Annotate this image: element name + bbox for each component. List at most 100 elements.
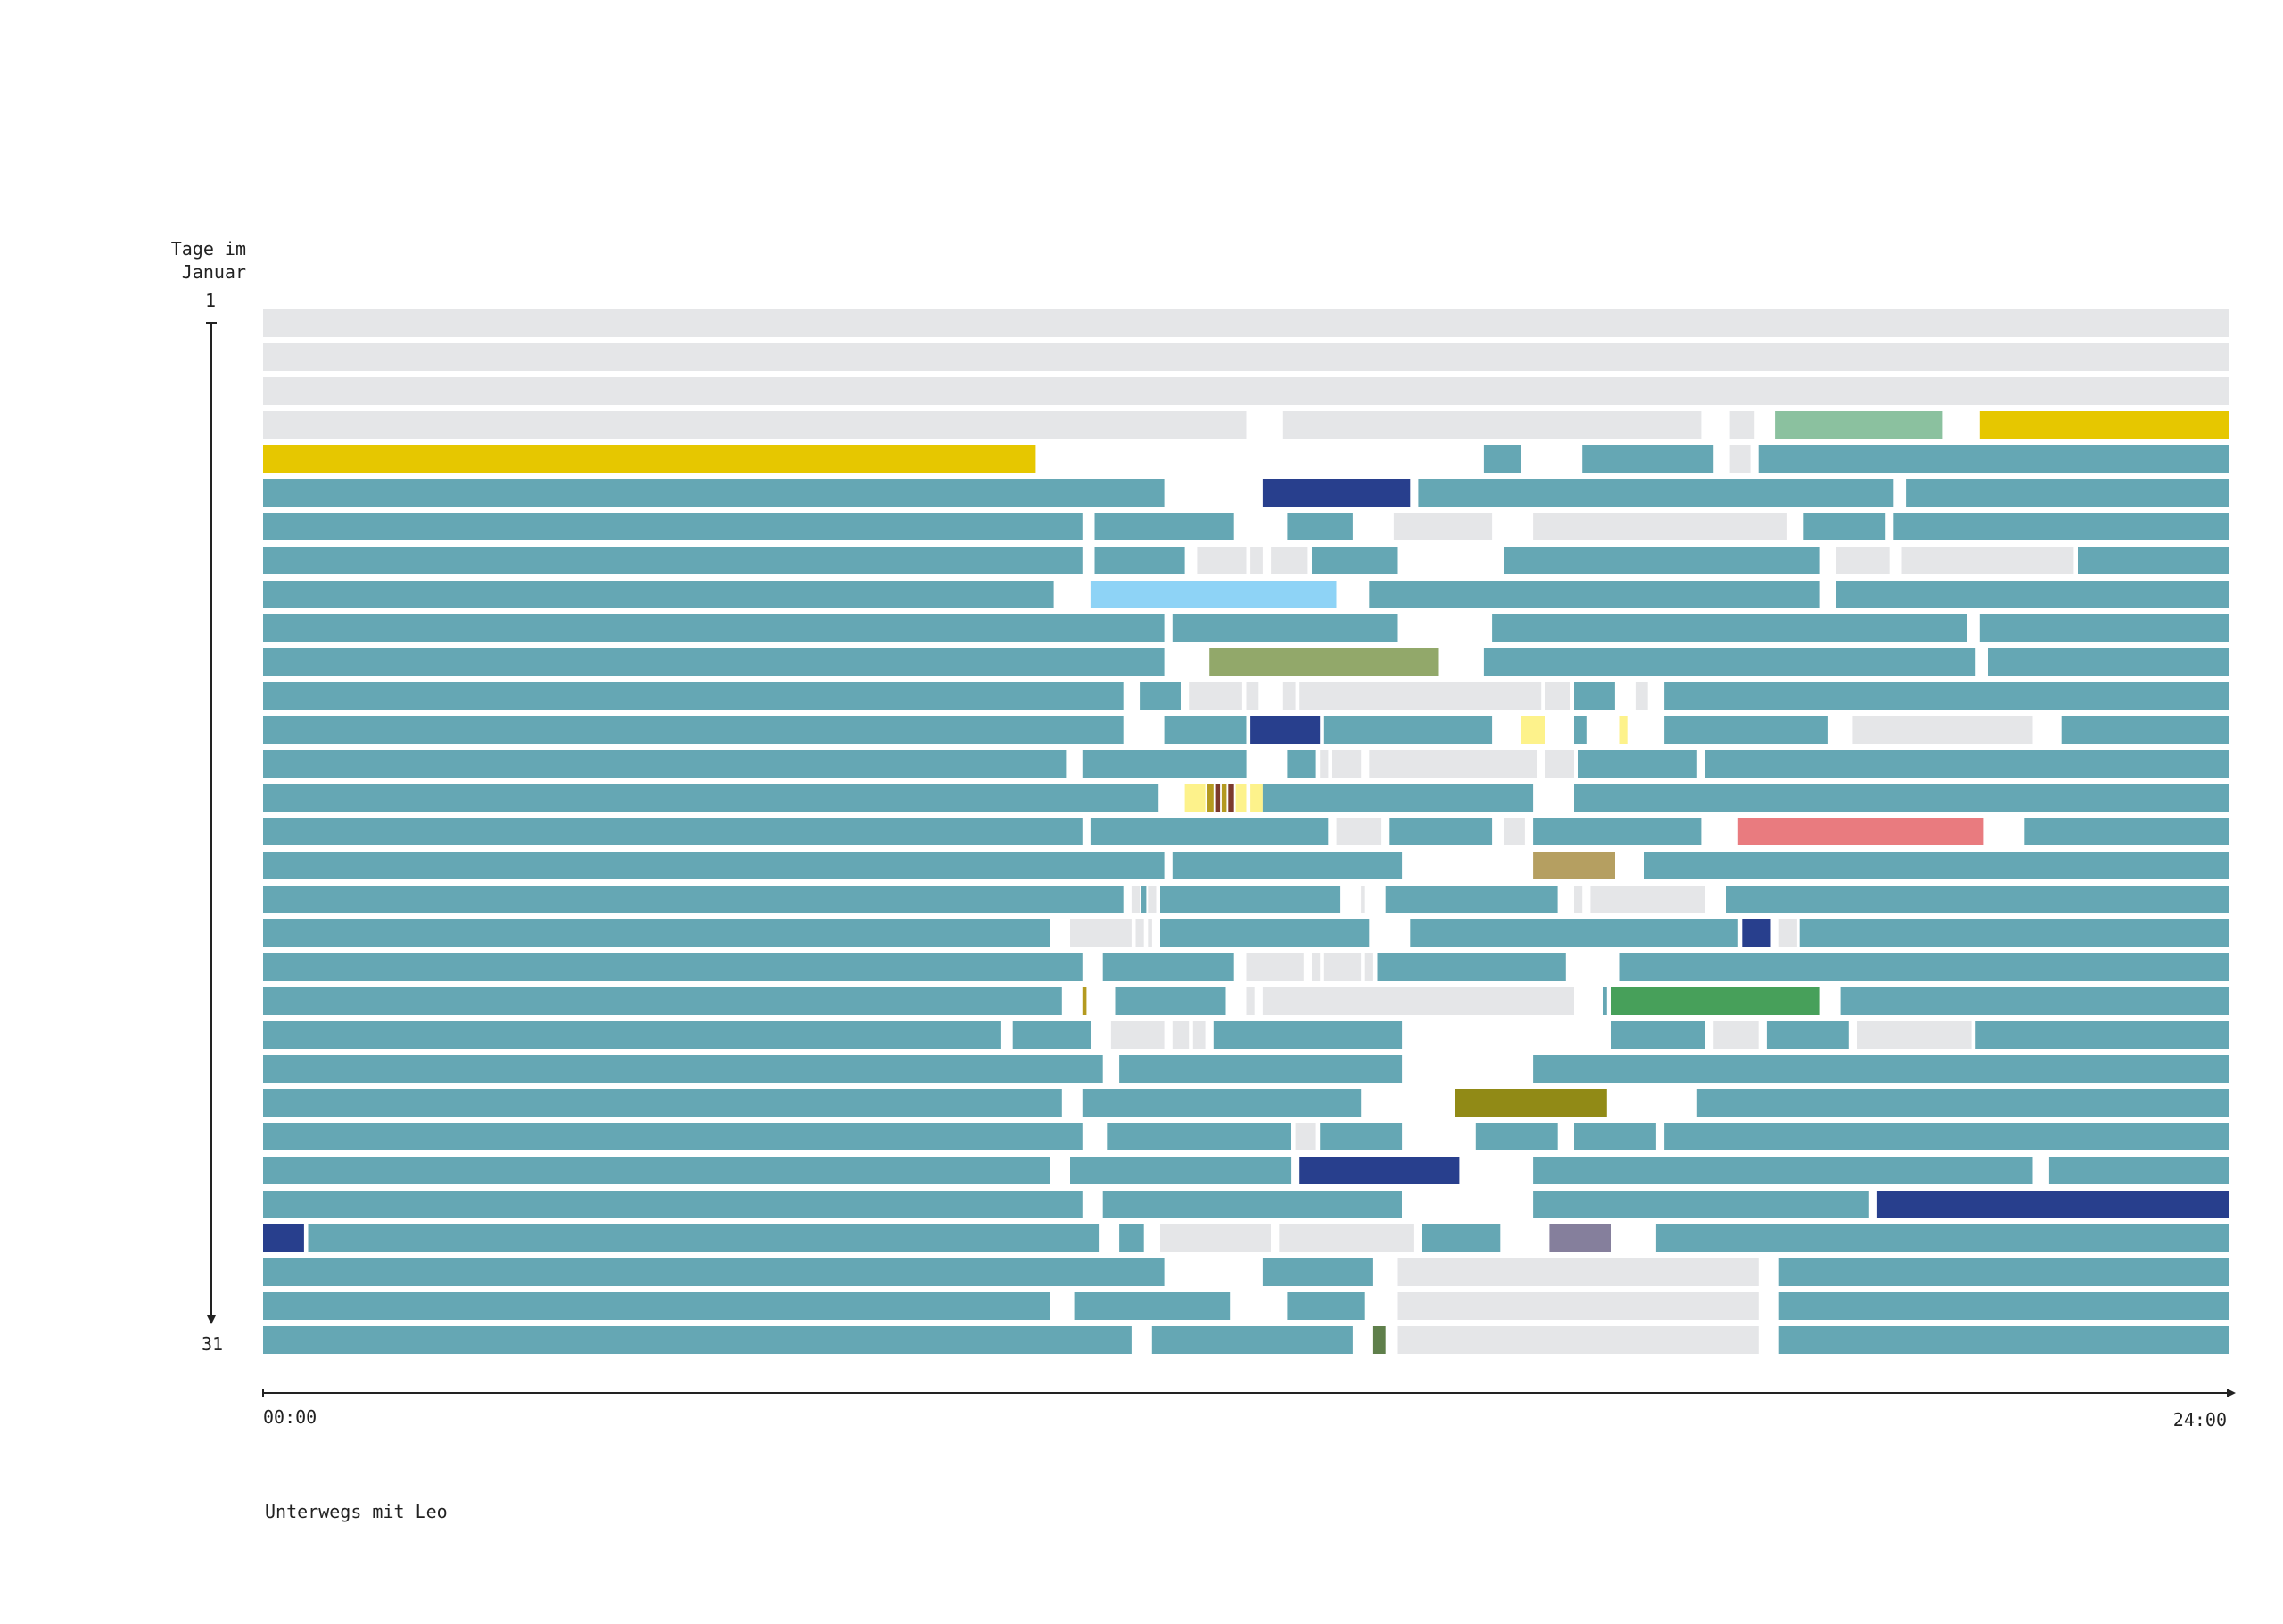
- y-axis-title-line1: Tage im: [171, 238, 246, 260]
- segment-empty: [1393, 513, 1493, 540]
- segment-travel: [1385, 886, 1558, 913]
- segment-empty: [1271, 547, 1308, 574]
- segment-travel: [263, 547, 1083, 574]
- segment-travel: [263, 953, 1083, 981]
- segment-travel: [263, 750, 1067, 778]
- day-row-21: [263, 987, 2229, 1015]
- segment-empty: [1729, 445, 1751, 473]
- day-row-17: [263, 852, 2229, 879]
- segment-travel: [1164, 716, 1247, 744]
- day-row-6: [263, 479, 2229, 507]
- segment-brown: [1228, 784, 1234, 812]
- segment-pale_yellow: [1521, 716, 1545, 744]
- segment-olive_green: [1209, 648, 1439, 676]
- segment-travel: [1574, 716, 1587, 744]
- segment-travel: [263, 1157, 1050, 1184]
- segment-empty: [1279, 1224, 1414, 1252]
- segment-travel: [1492, 614, 1967, 642]
- segment-empty: [1246, 682, 1259, 710]
- segment-travel: [1655, 1224, 2229, 1252]
- segment-travel: [263, 614, 1165, 642]
- segment-pale_yellow: [1619, 716, 1628, 744]
- segment-travel: [1619, 953, 2229, 981]
- segment-travel: [1705, 750, 2229, 778]
- day-row-14: [263, 750, 2229, 778]
- day-row-8: [263, 547, 2229, 574]
- segment-travel: [1578, 750, 1697, 778]
- segment-empty: [1172, 1021, 1190, 1049]
- segment-travel: [1726, 886, 2229, 913]
- segment-empty: [1160, 1224, 1271, 1252]
- day-row-18: [263, 886, 2229, 913]
- day-row-29: [263, 1258, 2229, 1286]
- segment-travel: [263, 682, 1124, 710]
- segment-empty: [1110, 1021, 1165, 1049]
- day-row-3: [263, 377, 2229, 405]
- chart-caption: Unterwegs mit Leo: [265, 1501, 448, 1522]
- day-row-30: [263, 1292, 2229, 1320]
- segment-travel: [263, 886, 1124, 913]
- day-row-22: [263, 1021, 2229, 1049]
- segment-travel: [1840, 987, 2229, 1015]
- segment-travel: [1975, 1021, 2229, 1049]
- day-row-1: [263, 309, 2229, 337]
- segment-empty: [1504, 818, 1525, 845]
- segment-empty: [1135, 919, 1144, 947]
- segment-travel: [1988, 648, 2229, 676]
- segment-empty: [1852, 716, 2033, 744]
- segment-ochre: [1221, 784, 1227, 812]
- segment-travel: [263, 1292, 1050, 1320]
- day-row-24: [263, 1089, 2229, 1117]
- segment-travel: [1172, 614, 1398, 642]
- y-end-label: 31: [202, 1333, 223, 1355]
- segment-travel: [1151, 1326, 1353, 1354]
- segment-empty: [1361, 886, 1365, 913]
- segment-travel: [1696, 1089, 2229, 1117]
- segment-travel: [1778, 1292, 2229, 1320]
- segment-travel: [1140, 682, 1181, 710]
- segment-travel: [1778, 1258, 2229, 1286]
- segment-brown: [1215, 784, 1221, 812]
- day-row-2: [263, 343, 2229, 371]
- day-row-12: [263, 682, 2229, 710]
- segment-travel: [1603, 987, 1607, 1015]
- segment-travel: [1119, 1055, 1403, 1083]
- day-row-5: [263, 445, 2229, 473]
- segment-travel: [1012, 1021, 1091, 1049]
- segment-navy: [1299, 1157, 1460, 1184]
- day-row-26: [263, 1157, 2229, 1184]
- day-row-4: [263, 411, 2229, 439]
- segment-empty: [1148, 919, 1152, 947]
- timeline-bars: [263, 309, 2229, 1354]
- segment-travel: [1323, 716, 1493, 744]
- segment-empty: [1295, 1123, 1316, 1150]
- segment-travel: [1119, 1224, 1144, 1252]
- segment-travel: [1475, 1123, 1558, 1150]
- day-row-11: [263, 648, 2229, 676]
- segment-empty: [1282, 682, 1296, 710]
- segment-empty: [1369, 750, 1537, 778]
- day-row-10: [263, 614, 2229, 642]
- segment-dark_green: [1372, 1326, 1386, 1354]
- day-row-16: [263, 818, 2229, 845]
- segment-travel: [1160, 886, 1341, 913]
- segment-travel: [1483, 648, 1976, 676]
- segment-travel: [263, 852, 1165, 879]
- segment-travel: [1287, 513, 1353, 540]
- segment-navy: [1262, 479, 1411, 507]
- segment-travel: [1664, 682, 2229, 710]
- segment-travel: [263, 1326, 1132, 1354]
- segment-empty: [1778, 919, 1797, 947]
- day-row-20: [263, 953, 2229, 981]
- segment-empty: [1635, 682, 1648, 710]
- day-row-27: [263, 1191, 2229, 1218]
- day-row-7: [263, 513, 2229, 540]
- segment-travel: [1377, 953, 1566, 981]
- segment-empty: [1729, 411, 1755, 439]
- segment-empty: [263, 411, 1247, 439]
- segment-navy: [1742, 919, 1771, 947]
- segment-travel: [1082, 1089, 1362, 1117]
- segment-travel: [1094, 547, 1185, 574]
- segment-travel: [263, 648, 1165, 676]
- segment-travel: [1574, 682, 1615, 710]
